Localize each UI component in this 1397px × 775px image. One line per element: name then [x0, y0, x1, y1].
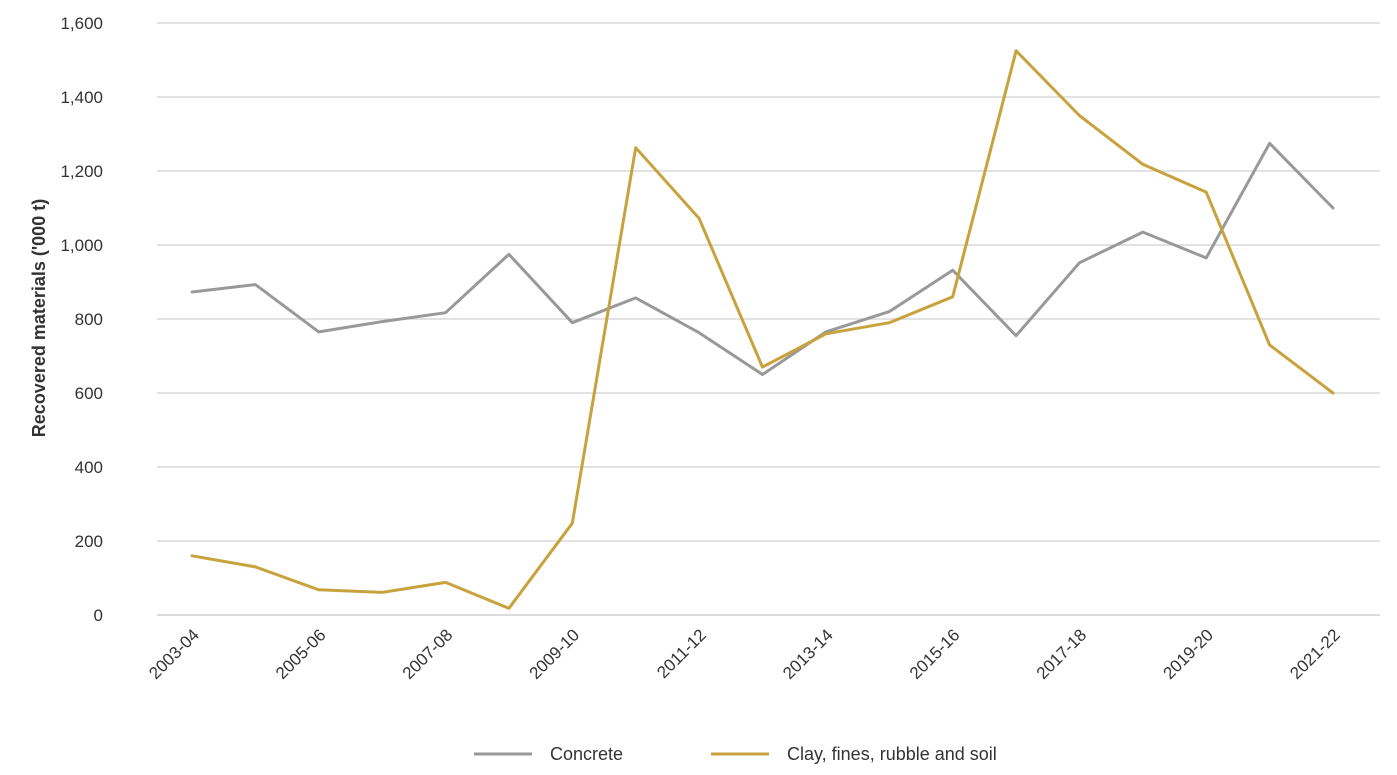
y-tick-label: 800	[75, 310, 103, 329]
y-tick-label: 1,000	[60, 236, 103, 255]
series-lines	[190, 49, 1335, 610]
x-tick-label: 2005-06	[272, 625, 330, 683]
y-tick-label: 1,600	[60, 14, 103, 33]
y-tick-label: 200	[75, 532, 103, 551]
y-axis-ticks: 0 200 400 600 800 1,000 1,200 1,400 1,600	[60, 14, 103, 625]
x-tick-label: 2011-12	[653, 625, 710, 682]
x-tick-label: 2003-04	[145, 625, 203, 683]
legend-label: Concrete	[550, 744, 623, 764]
y-tick-label: 0	[94, 606, 103, 625]
series-line-1	[190, 49, 1335, 610]
gridlines	[157, 22, 1380, 542]
x-tick-label: 2015-16	[906, 625, 964, 683]
x-tick-label: 2009-10	[526, 625, 584, 683]
y-axis-label: Recovered materials ('000 t)	[29, 199, 49, 437]
y-tick-label: 400	[75, 458, 103, 477]
legend: Concrete Clay, fines, rubble and soil	[474, 744, 997, 764]
x-tick-label: 2017-18	[1033, 625, 1091, 683]
x-tick-label: 2019-20	[1159, 625, 1217, 683]
y-tick-label: 1,200	[60, 162, 103, 181]
y-tick-label: 600	[75, 384, 103, 403]
x-tick-label: 2013-14	[779, 625, 837, 683]
x-tick-label: 2021-22	[1286, 625, 1344, 683]
series-line-0	[190, 141, 1335, 376]
x-tick-label: 2007-08	[399, 625, 457, 683]
legend-label: Clay, fines, rubble and soil	[787, 744, 997, 764]
y-tick-label: 1,400	[60, 88, 103, 107]
x-axis-ticks: 2003-04 2005-06 2007-08 2009-10 2011-12 2013-…	[145, 625, 1344, 683]
